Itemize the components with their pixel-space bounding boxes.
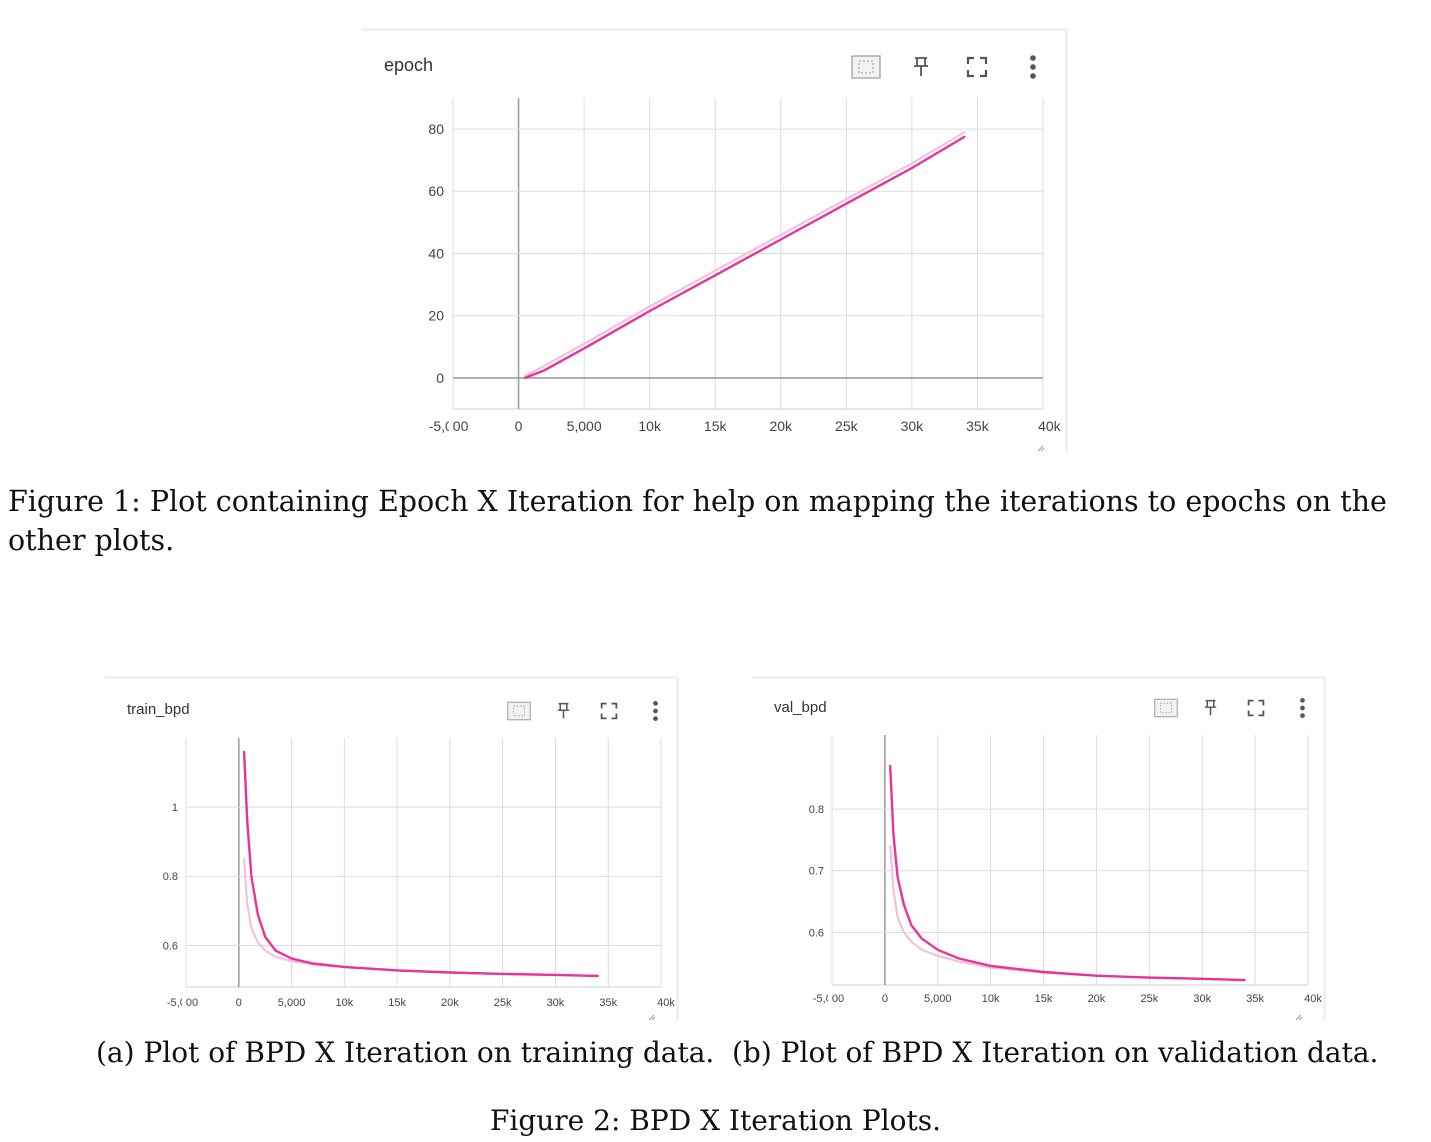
x-tick-label: 20k <box>1088 993 1106 1005</box>
x-tick-label: 0 <box>882 993 888 1005</box>
x-tick-label: 5,000 <box>278 997 306 1009</box>
edge-fade <box>182 995 186 1010</box>
x-tick-label: 10k <box>638 418 662 434</box>
raw-series-line <box>889 845 1246 982</box>
fit-domain-icon[interactable] <box>505 699 533 723</box>
y-tick-label: 60 <box>428 183 444 199</box>
x-tick-label: 40k <box>657 997 675 1009</box>
pin-icon[interactable] <box>906 53 936 81</box>
x-tick-label: 15k <box>1035 993 1053 1005</box>
x-tick-label: -5,000 <box>429 418 469 434</box>
epoch-card: epoch -5,000 0 5,000 10k 15k 20k 25k 30k 35k 40k 0… <box>362 28 1068 452</box>
more-vert-icon[interactable] <box>1018 53 1048 81</box>
y-tick-label: 40 <box>428 245 444 261</box>
fullscreen-icon[interactable] <box>1243 696 1269 720</box>
x-tick-label: 35k <box>1246 993 1264 1005</box>
pin-icon[interactable] <box>1197 696 1223 720</box>
smoothed-series-line <box>242 750 599 978</box>
fit-domain-icon[interactable] <box>850 53 882 81</box>
figure1-caption: Figure 1: Plot containing Epoch X Iterat… <box>8 485 1387 557</box>
x-tick-label: 30k <box>1193 993 1211 1005</box>
pin-icon[interactable] <box>550 699 576 723</box>
y-tick-label: 1 <box>172 802 178 814</box>
y-tick-label: 0.6 <box>163 940 178 952</box>
val-bpd-card: val_bpd -5,00005,00010k15k20k25k30k35k40… <box>752 676 1326 1021</box>
edge-fade <box>449 417 453 435</box>
x-tick-label: 35k <box>966 418 990 434</box>
card-title: train_bpd <box>127 701 190 718</box>
smoothed-series-line <box>888 764 1246 982</box>
fullscreen-icon[interactable] <box>596 699 622 723</box>
x-tick-label: 40k <box>1038 418 1062 434</box>
more-vert-icon[interactable] <box>642 699 668 723</box>
epoch-chart: -5,000 0 5,000 10k 15k 20k 25k 30k 35k 40k 0 20 40 60… <box>428 98 1062 452</box>
x-tick-label: 0 <box>515 418 523 434</box>
card-title: val_bpd <box>774 699 827 716</box>
resize-handle-icon[interactable] <box>1295 1014 1303 1021</box>
val-bpd-chart: -5,00005,00010k15k20k25k30k35k40k0.60.70… <box>809 735 1322 1021</box>
x-tick-label: 35k <box>599 997 617 1009</box>
more-vert-icon[interactable] <box>1289 696 1315 720</box>
x-tick-label: 25k <box>494 997 512 1009</box>
x-tick-label: 25k <box>1140 993 1158 1005</box>
x-tick-label: 40k <box>1304 993 1322 1005</box>
subfigure-a-caption: (a) Plot of BPD X Iteration on training … <box>96 1036 715 1069</box>
x-tick-label: 25k <box>835 418 859 434</box>
figure2-caption: Figure 2: BPD X Iteration Plots. <box>489 1104 942 1137</box>
raw-series-line <box>524 131 966 378</box>
x-tick-label: 15k <box>704 418 728 434</box>
x-tick-label: 5,000 <box>924 993 952 1005</box>
y-tick-label: 20 <box>428 308 444 324</box>
y-tick-label: 0.6 <box>809 927 824 939</box>
resize-handle-icon[interactable] <box>648 1014 656 1021</box>
x-tick-label: 20k <box>441 997 459 1009</box>
y-tick-label: 80 <box>428 121 444 137</box>
train-bpd-card: train_bpd -5,00005,00010k15k20k25k30k35k… <box>105 676 679 1021</box>
edge-fade <box>828 991 832 1006</box>
x-tick-label: 20k <box>769 418 793 434</box>
fit-domain-icon[interactable] <box>1152 696 1180 720</box>
card-title: epoch <box>384 55 434 75</box>
x-tick-label: 30k <box>547 997 565 1009</box>
fullscreen-icon[interactable] <box>962 53 992 81</box>
x-tick-label: 10k <box>982 993 1000 1005</box>
smoothed-series-line <box>523 135 966 380</box>
x-tick-label: 15k <box>388 997 406 1009</box>
y-tick-label: 0.7 <box>809 866 824 878</box>
y-tick-label: 0.8 <box>163 871 178 883</box>
x-tick-label: 10k <box>335 997 353 1009</box>
x-tick-label: 5,000 <box>567 418 602 434</box>
x-tick-label: 0 <box>236 997 242 1009</box>
subfigure-b-caption: (b) Plot of BPD X Iteration on validatio… <box>732 1036 1379 1069</box>
y-tick-label: 0 <box>436 370 444 386</box>
x-tick-label: 30k <box>901 418 925 434</box>
resize-handle-icon[interactable] <box>1037 445 1045 452</box>
y-tick-label: 0.8 <box>809 804 824 816</box>
